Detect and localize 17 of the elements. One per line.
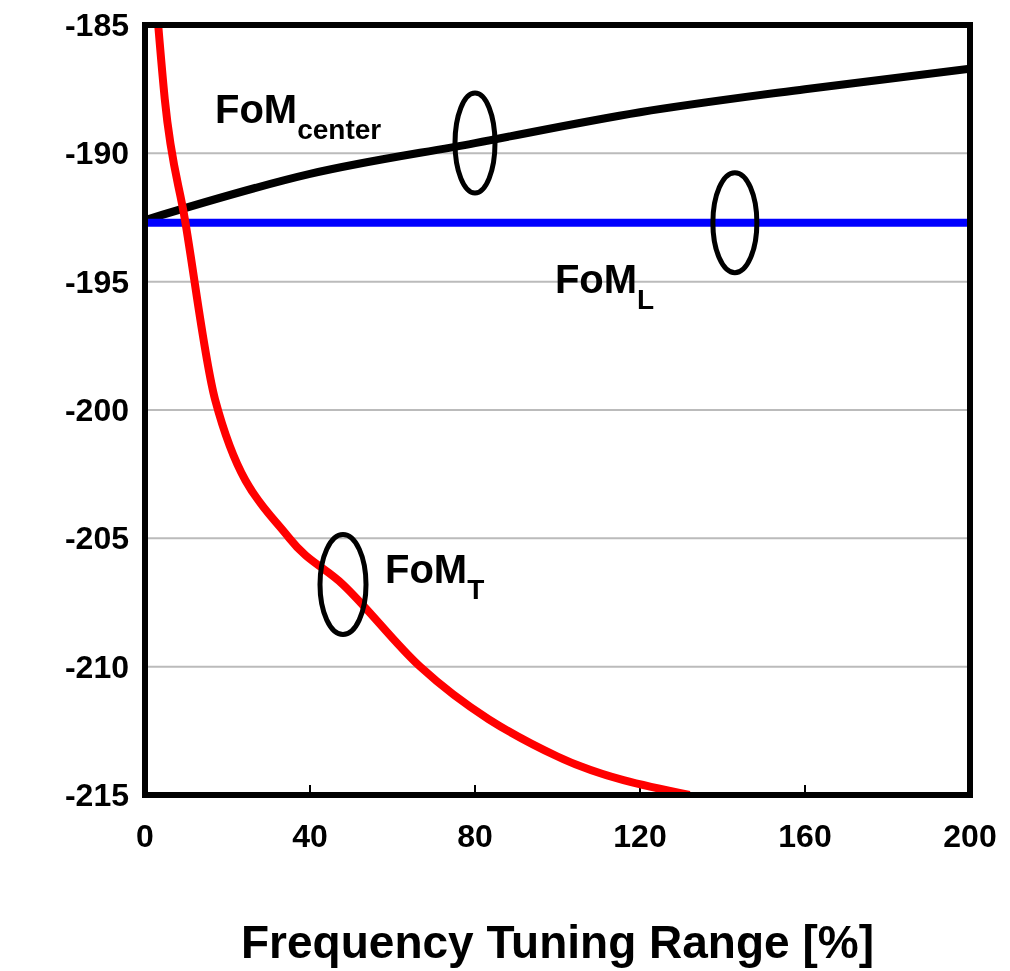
series-label: FoM$_{T}$ [385,546,485,605]
series-label: FoM$_{center}$ [215,87,382,145]
x-tick-label: 120 [613,818,667,854]
x-axis-title: Frequency Tuning Range [%] [241,916,874,968]
x-tick-label: 80 [457,818,493,854]
y-tick-label: -200 [64,392,129,428]
y-tick-label: -210 [64,648,129,685]
y-tick-label: -205 [64,520,129,557]
series-label: FoM$_{L}$ [554,256,655,315]
y-tick-label: -215 [64,777,129,813]
y-tick-label: -190 [64,135,129,172]
x-tick-label: 160 [778,818,832,854]
y-tick-label: -195 [64,263,129,300]
y-tick-label: -185 [64,7,129,43]
x-tick-label: 40 [292,818,328,854]
x-tick-label: 200 [943,818,997,854]
x-tick-label: 0 [136,818,154,854]
